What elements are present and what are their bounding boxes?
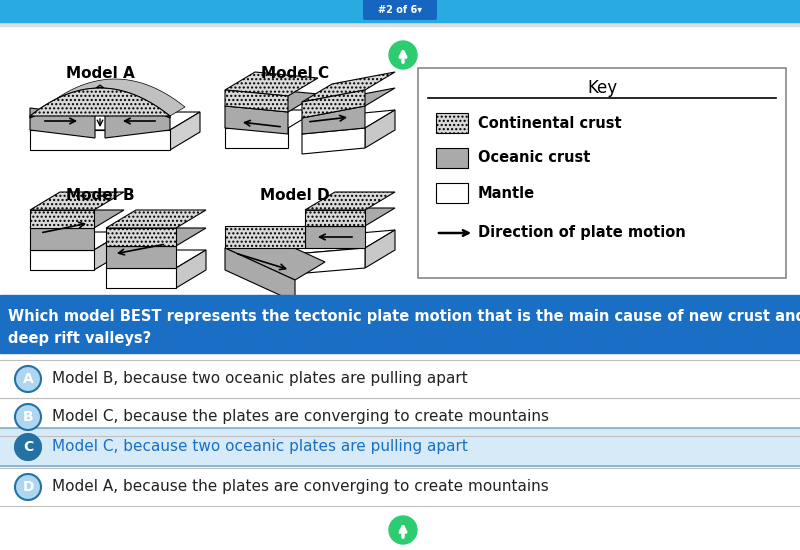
Polygon shape [94, 232, 124, 270]
Polygon shape [105, 108, 170, 138]
Polygon shape [225, 110, 318, 128]
Bar [0, 0, 800, 22]
Polygon shape [305, 208, 395, 226]
Polygon shape [225, 72, 318, 96]
Polygon shape [176, 250, 206, 288]
Polygon shape [106, 228, 176, 246]
Text: Model B, because two oceanic plates are pulling apart: Model B, because two oceanic plates are … [52, 371, 468, 387]
Text: deep rift valleys?: deep rift valleys? [8, 331, 151, 346]
Polygon shape [30, 250, 94, 270]
Text: Model A, because the plates are converging to create mountains: Model A, because the plates are convergi… [52, 480, 549, 494]
Polygon shape [106, 210, 206, 228]
Polygon shape [302, 90, 365, 118]
Polygon shape [170, 112, 200, 150]
Circle shape [389, 41, 417, 69]
Polygon shape [225, 226, 305, 248]
Polygon shape [305, 210, 365, 226]
Text: Continental crust: Continental crust [478, 116, 622, 130]
Bar [0, 295, 800, 353]
Polygon shape [30, 85, 170, 118]
Text: Model B: Model B [66, 188, 134, 202]
Polygon shape [305, 192, 395, 210]
Polygon shape [225, 128, 288, 148]
Circle shape [15, 404, 41, 430]
Text: D: D [22, 480, 34, 494]
Circle shape [15, 366, 41, 392]
Polygon shape [30, 112, 200, 130]
Text: A: A [22, 372, 34, 386]
Polygon shape [302, 110, 395, 134]
Polygon shape [30, 210, 124, 228]
Polygon shape [302, 72, 395, 102]
Polygon shape [302, 106, 365, 134]
Circle shape [15, 474, 41, 500]
Text: Model C, because the plates are converging to create mountains: Model C, because the plates are convergi… [52, 410, 549, 425]
Bar [0, 360, 800, 398]
Text: Oceanic crust: Oceanic crust [478, 151, 590, 166]
Polygon shape [365, 230, 395, 268]
Text: C: C [23, 440, 33, 454]
Polygon shape [30, 210, 94, 228]
Bar [436, 148, 468, 168]
Text: Mantle: Mantle [478, 185, 535, 201]
Bar [436, 183, 468, 203]
Polygon shape [30, 108, 95, 138]
Polygon shape [271, 248, 365, 276]
Text: B: B [22, 410, 34, 424]
Polygon shape [30, 130, 170, 150]
Text: Model C: Model C [261, 67, 329, 81]
Bar [0, 428, 800, 466]
Polygon shape [106, 268, 176, 288]
Polygon shape [225, 106, 288, 134]
Text: Which model BEST represents the tectonic plate motion that is the main cause of : Which model BEST represents the tectonic… [8, 309, 800, 324]
Polygon shape [30, 232, 124, 250]
Circle shape [389, 516, 417, 544]
Bar [0, 468, 800, 506]
Polygon shape [302, 88, 395, 118]
Polygon shape [271, 230, 395, 256]
Text: Key: Key [587, 79, 617, 97]
Polygon shape [225, 88, 318, 112]
Text: Model C, because two oceanic plates are pulling apart: Model C, because two oceanic plates are … [52, 439, 468, 454]
Polygon shape [30, 192, 124, 210]
Text: Model A: Model A [66, 67, 134, 81]
Bar [0, 22, 800, 26]
Polygon shape [30, 88, 170, 116]
Polygon shape [305, 226, 365, 248]
Bar [418, 68, 786, 278]
FancyBboxPatch shape [363, 0, 437, 20]
Text: Direction of plate motion: Direction of plate motion [478, 226, 686, 240]
Polygon shape [302, 128, 365, 154]
Polygon shape [30, 79, 185, 116]
Circle shape [15, 434, 41, 460]
Polygon shape [106, 246, 176, 268]
Polygon shape [225, 248, 295, 302]
Polygon shape [225, 90, 288, 112]
Bar [436, 113, 468, 133]
Polygon shape [30, 228, 94, 250]
Polygon shape [106, 228, 206, 246]
Bar [0, 398, 800, 436]
Text: Model D: Model D [260, 188, 330, 202]
Polygon shape [225, 230, 325, 280]
Polygon shape [365, 110, 395, 148]
Polygon shape [106, 250, 206, 268]
Text: #2 of 6▾: #2 of 6▾ [378, 5, 422, 15]
